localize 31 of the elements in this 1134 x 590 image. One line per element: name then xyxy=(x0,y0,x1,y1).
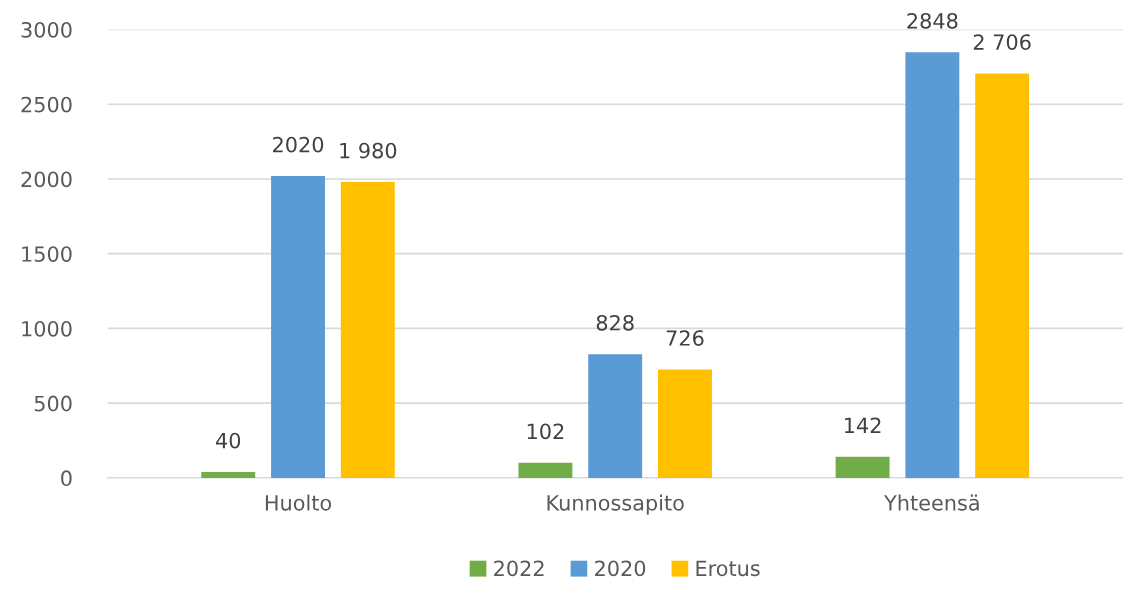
legend-label: 2020 xyxy=(595,560,646,577)
data-label: 102 xyxy=(527,423,564,440)
data-label: 142 xyxy=(844,417,881,433)
data-label: 40 xyxy=(216,432,241,449)
legend-label: Erotus xyxy=(696,560,760,577)
y-tick-label: 2000 xyxy=(21,171,72,188)
bar xyxy=(340,181,395,478)
x-tick-label: Kunnossapito xyxy=(547,494,684,515)
y-tick-label: 3000 xyxy=(21,21,72,38)
y-tick-label: 0 xyxy=(61,470,72,487)
y-tick-label: 2500 xyxy=(21,96,72,113)
data-label: 828 xyxy=(596,314,634,331)
bar xyxy=(271,175,325,478)
x-tick-label: Yhteensä xyxy=(884,494,979,511)
y-tick-label: 500 xyxy=(34,395,72,412)
y-tick-label: 1000 xyxy=(22,320,72,337)
x-tick-label: Huolto xyxy=(265,494,332,511)
bar xyxy=(588,354,643,478)
bar xyxy=(905,52,960,478)
data-label: 2020 xyxy=(273,136,324,153)
data-label: 726 xyxy=(666,330,704,346)
data-label: 2848 xyxy=(907,12,958,29)
bar xyxy=(658,369,712,478)
data-label: 1 980 xyxy=(340,142,397,159)
y-tick-label: 1500 xyxy=(22,246,72,262)
legend-label: 2022 xyxy=(494,560,544,577)
bar xyxy=(201,471,256,478)
bar xyxy=(835,456,890,478)
bar xyxy=(975,73,1030,478)
bar xyxy=(518,462,573,478)
data-label: 2 706 xyxy=(973,34,1031,50)
